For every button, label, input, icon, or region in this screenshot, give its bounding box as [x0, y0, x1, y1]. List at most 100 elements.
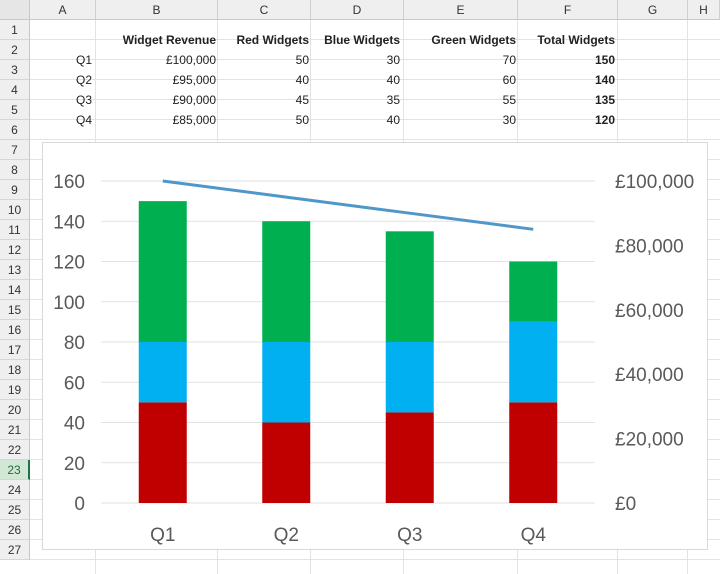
y-tick-label: 140 [53, 212, 85, 233]
row-gridline [30, 119, 720, 120]
row-header-6[interactable]: 6 [0, 120, 30, 140]
bar-blue-widgets-q2 [262, 342, 311, 423]
bar-blue-widgets-q4 [509, 321, 558, 403]
cell-blue-q4[interactable]: 40 [386, 113, 400, 127]
cell-green-q4[interactable]: 30 [502, 113, 516, 127]
row-gridline [30, 59, 720, 60]
row-header-1[interactable]: 1 [0, 20, 30, 40]
y2-tick-label: £0 [615, 494, 636, 515]
column-header-b[interactable]: B [96, 0, 218, 20]
y2-tick-label: £20,000 [615, 430, 684, 451]
row-gridline [30, 39, 720, 40]
cell-total-q1[interactable]: 150 [594, 53, 615, 67]
row-header-14[interactable]: 14 [0, 280, 30, 300]
cell-red-q3[interactable]: 45 [295, 93, 309, 107]
row-header-26[interactable]: 26 [0, 520, 30, 540]
cell-green-q1[interactable]: 70 [502, 53, 516, 67]
row-gridline [30, 99, 720, 100]
row-header-19[interactable]: 19 [0, 380, 30, 400]
bar-red-widgets-q2 [262, 422, 311, 503]
row-header-2[interactable]: 2 [0, 40, 30, 60]
row-header-21[interactable]: 21 [0, 420, 30, 440]
y2-tick-label: £80,000 [615, 236, 684, 257]
cell-revenue-q3[interactable]: £90,000 [172, 93, 216, 107]
row-gridline [30, 139, 720, 140]
cell-total-q4[interactable]: 120 [594, 113, 615, 127]
cell-red-q2[interactable]: 40 [295, 73, 309, 87]
row-header-12[interactable]: 12 [0, 240, 30, 260]
cell-quarter-q4[interactable]: Q4 [75, 113, 92, 127]
bar-blue-widgets-q1 [138, 342, 187, 403]
cell-green-q3[interactable]: 55 [502, 93, 516, 107]
y2-tick-label: £60,000 [615, 301, 684, 322]
row-header-17[interactable]: 17 [0, 340, 30, 360]
cell-red-q4[interactable]: 50 [295, 113, 309, 127]
row-header-23[interactable]: 23 [0, 460, 30, 480]
y-tick-label: 40 [64, 414, 85, 435]
row-header-18[interactable]: 18 [0, 360, 30, 380]
x-tick-label: Q4 [521, 525, 547, 546]
header-green-widgets[interactable]: Green Widgets [431, 33, 516, 47]
y-tick-label: 80 [64, 333, 85, 354]
cell-green-q2[interactable]: 60 [502, 73, 516, 87]
cell-blue-q1[interactable]: 30 [386, 53, 400, 67]
row-header-11[interactable]: 11 [0, 220, 30, 240]
revenue-line-series [162, 179, 534, 231]
column-header-g[interactable]: G [618, 0, 688, 20]
column-header-f[interactable]: F [518, 0, 618, 20]
bar-blue-widgets-q3 [385, 342, 434, 413]
chart-svg: 0 20 40 60 80 100 120 140 160 £0 £20,000 £40,000 £60… [53, 172, 694, 546]
column-header-a[interactable]: A [30, 0, 96, 20]
row-header-27[interactable]: 27 [0, 540, 30, 560]
y-tick-label: 120 [53, 253, 85, 274]
cell-revenue-q2[interactable]: £95,000 [172, 73, 216, 87]
stacked-column-chart[interactable]: 0 20 40 60 80 100 120 140 160 £0 £20,000 £40,000 £60… [42, 142, 708, 550]
header-blue-widgets[interactable]: Blue Widgets [324, 33, 400, 47]
row-header-7[interactable]: 7 [0, 140, 30, 160]
header-widget-revenue[interactable]: Widget Revenue [122, 33, 216, 47]
row-header-4[interactable]: 4 [0, 80, 30, 100]
x-tick-label: Q2 [274, 525, 299, 546]
y-tick-label: 60 [64, 373, 85, 394]
cell-quarter-q1[interactable]: Q1 [75, 53, 92, 67]
cell-blue-q2[interactable]: 40 [386, 73, 400, 87]
column-header-h[interactable]: H [688, 0, 720, 20]
row-header-16[interactable]: 16 [0, 320, 30, 340]
row-header-9[interactable]: 9 [0, 180, 30, 200]
bar-red-widgets-q3 [385, 412, 434, 503]
header-red-widgets[interactable]: Red Widgets [236, 33, 309, 47]
bar-green-widgets-q4 [509, 261, 558, 322]
cell-total-q3[interactable]: 135 [594, 93, 615, 107]
row-header-5[interactable]: 5 [0, 100, 30, 120]
cell-blue-q3[interactable]: 35 [386, 93, 400, 107]
cell-quarter-q3[interactable]: Q3 [75, 93, 92, 107]
bar-red-widgets-q4 [509, 402, 558, 503]
y-tick-label: 0 [74, 494, 85, 515]
row-header-13[interactable]: 13 [0, 260, 30, 280]
cell-total-q2[interactable]: 140 [594, 73, 615, 87]
x-tick-label: Q3 [397, 525, 422, 546]
x-tick-label: Q1 [150, 525, 175, 546]
cell-revenue-q4[interactable]: £85,000 [172, 113, 216, 127]
column-header-e[interactable]: E [404, 0, 518, 20]
header-total-widgets[interactable]: Total Widgets [537, 33, 615, 47]
row-header-15[interactable]: 15 [0, 300, 30, 320]
cell-red-q1[interactable]: 50 [295, 53, 309, 67]
row-header-20[interactable]: 20 [0, 400, 30, 420]
row-header-24[interactable]: 24 [0, 480, 30, 500]
row-header-8[interactable]: 8 [0, 160, 30, 180]
y-tick-label: 160 [53, 172, 85, 193]
row-header-22[interactable]: 22 [0, 440, 30, 460]
cell-quarter-q2[interactable]: Q2 [75, 73, 92, 87]
select-all-corner[interactable] [0, 0, 30, 20]
row-header-3[interactable]: 3 [0, 60, 30, 80]
cell-revenue-q1[interactable]: £100,000 [165, 53, 216, 67]
column-header-c[interactable]: C [218, 0, 311, 20]
column-header-d[interactable]: D [311, 0, 404, 20]
y-tick-label: 100 [53, 293, 85, 314]
row-header-25[interactable]: 25 [0, 500, 30, 520]
y2-tick-label: £100,000 [615, 172, 694, 193]
bar-green-widgets-q2 [262, 221, 311, 342]
row-gridline [30, 559, 720, 560]
row-header-10[interactable]: 10 [0, 200, 30, 220]
